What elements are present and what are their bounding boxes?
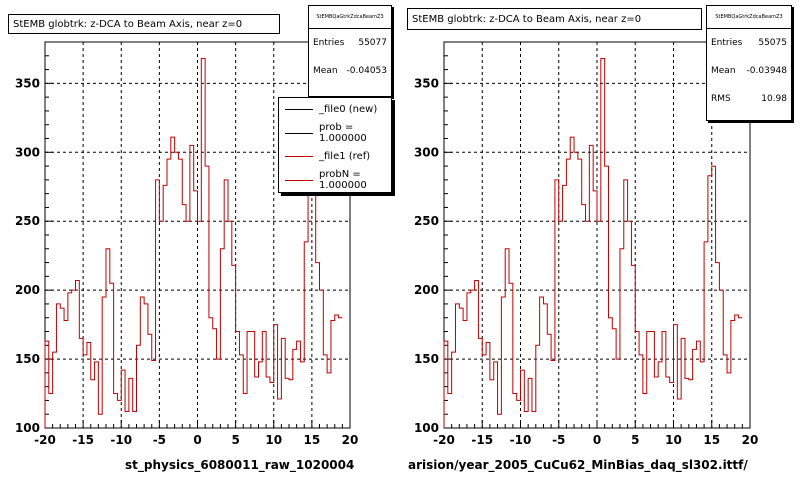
x-tick-label: -5 [153, 433, 166, 447]
stats-value: 10.98 [761, 94, 787, 104]
y-tick-label: 250 [15, 214, 40, 228]
x-tick-label: 0 [193, 433, 201, 447]
stats-row: Mean -0.04053 [309, 57, 391, 85]
y-tick-label: 150 [414, 352, 439, 366]
x-tick-label: 10 [665, 433, 682, 447]
stats-header: StEMBQaGtrkZdcaBeamZ3 [309, 6, 391, 29]
stats-box-right: StEMBQaGtrkZdcaBeamZ3 Entries 55075 Mean… [706, 5, 792, 121]
stats-value: -0.03948 [746, 66, 787, 76]
x-tick-label: -15 [471, 433, 493, 447]
panel-title-left: StEMB globtrk: z-DCA to Beam Axis, near … [8, 14, 280, 34]
y-tick-label: 350 [414, 76, 439, 90]
legend-swatch [285, 132, 313, 134]
stats-value: 55075 [758, 38, 787, 48]
x-tick-label: 5 [231, 433, 239, 447]
stats-row: Entries 55075 [707, 29, 791, 57]
histogram-ref-right [443, 58, 743, 428]
y-tick-label: 200 [15, 283, 40, 297]
x-tick-label: 0 [593, 433, 601, 447]
stats-row: Mean -0.03948 [707, 57, 791, 85]
x-axis-title-right: arision/year_2005_CuCu62_MinBias_daq_sl3… [408, 458, 748, 472]
stats-label: Mean [313, 66, 338, 76]
stats-value: -0.04053 [346, 66, 387, 76]
panel-title-text: StEMB globtrk: z-DCA to Beam Axis, near … [13, 18, 243, 30]
x-tick-label: 5 [631, 433, 639, 447]
legend-swatch [285, 109, 313, 111]
y-tick-label: 300 [15, 145, 40, 159]
legend-label: _file0 (new) [319, 104, 378, 116]
stats-value: 55077 [358, 38, 387, 48]
legend-label: prob = 1.000000 [319, 122, 367, 145]
x-tick-label: -5 [552, 433, 565, 447]
x-tick-label: -15 [72, 433, 94, 447]
stats-label: Entries [711, 38, 743, 48]
y-tick-label: 200 [414, 283, 439, 297]
stats-label: RMS [711, 94, 731, 104]
stats-label: Entries [313, 38, 345, 48]
y-tick-label: 350 [15, 76, 40, 90]
stats-label: Mean [711, 66, 736, 76]
y-tick-label: 300 [414, 145, 439, 159]
panel-title-right: StEMB globtrk: z-DCA to Beam Axis, near … [407, 8, 702, 30]
panel-title-text: StEMB globtrk: z-DCA to Beam Axis, near … [412, 13, 642, 25]
x-tick-label: 15 [703, 433, 720, 447]
legend-entry: _file0 (new) [279, 98, 391, 122]
x-tick-label: 15 [304, 433, 321, 447]
histogram-ref-left [44, 58, 343, 428]
x-tick-label: -10 [510, 433, 532, 447]
stats-header: StEMBQaGtrkZdcaBeamZ3 [707, 6, 791, 29]
legend-entry: probN = 1.000000 [279, 169, 391, 193]
legend-label: probN = 1.000000 [319, 169, 367, 192]
y-tick-label: 100 [15, 421, 40, 435]
stats-box-left: StEMBQaGtrkZdcaBeamZ3 Entries 55077 Mean… [308, 5, 392, 97]
y-tick-label: 250 [414, 214, 439, 228]
y-tick-label: 100 [414, 421, 439, 435]
legend-label: _file1 (ref) [319, 151, 371, 163]
legend-swatch [285, 156, 313, 158]
x-tick-label: -10 [110, 433, 132, 447]
x-axis-title-left: st_physics_6080011_raw_1020004 [125, 458, 355, 472]
y-tick-label: 150 [15, 352, 40, 366]
legend-entry: prob = 1.000000 [279, 122, 391, 146]
x-tick-label: -20 [433, 433, 455, 447]
x-tick-label: -20 [34, 433, 56, 447]
x-tick-label: 20 [742, 433, 759, 447]
x-tick-label: 20 [342, 433, 359, 447]
stats-row: Entries 55077 [309, 29, 391, 57]
legend-swatch [285, 179, 313, 181]
legend-entry: _file1 (ref) [279, 145, 391, 169]
legend-box: _file0 (new) prob = 1.000000 _file1 (ref… [278, 97, 392, 193]
stats-row: RMS 10.98 [707, 85, 791, 113]
x-tick-label: 10 [265, 433, 282, 447]
